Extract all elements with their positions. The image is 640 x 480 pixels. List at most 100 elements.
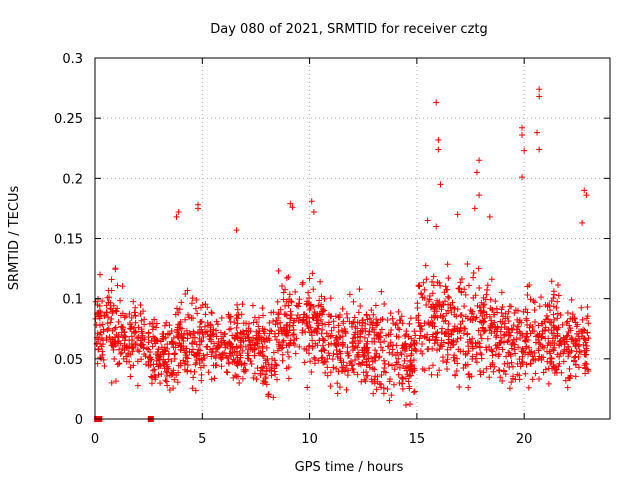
data-point — [373, 332, 380, 339]
data-point — [139, 332, 146, 339]
data-point — [363, 369, 370, 376]
data-point — [563, 319, 570, 326]
data-point — [364, 316, 371, 323]
data-point — [150, 323, 157, 330]
data-point — [302, 328, 309, 335]
data-point — [378, 381, 385, 388]
data-point — [316, 297, 323, 304]
data-point — [427, 304, 434, 311]
data-point — [527, 360, 534, 367]
data-point — [437, 282, 444, 289]
data-point — [467, 338, 474, 345]
data-point — [508, 379, 515, 386]
data-point — [499, 346, 506, 353]
data-point — [442, 283, 449, 290]
data-point — [550, 288, 557, 295]
data-point — [356, 361, 363, 368]
data-point — [96, 302, 103, 309]
data-point — [536, 340, 543, 347]
data-point — [527, 322, 534, 329]
data-point — [333, 365, 340, 372]
data-point — [529, 376, 536, 383]
data-point — [386, 378, 393, 385]
data-point — [261, 353, 268, 360]
data-point — [165, 351, 172, 358]
data-point — [417, 323, 424, 330]
data-point — [260, 336, 267, 343]
data-point — [374, 373, 381, 380]
data-point — [128, 314, 135, 321]
data-point — [118, 349, 125, 356]
data-point — [314, 342, 321, 349]
data-point — [388, 392, 395, 399]
data-point — [306, 342, 313, 349]
data-point — [437, 302, 444, 309]
data-point — [405, 333, 412, 340]
data-point — [296, 343, 303, 350]
data-point — [205, 369, 212, 376]
data-point — [130, 298, 137, 305]
data-point — [457, 327, 464, 334]
data-point — [582, 339, 589, 346]
data-point — [96, 322, 103, 329]
data-point — [173, 213, 180, 220]
data-point — [415, 282, 422, 289]
data-point — [318, 355, 325, 362]
data-point — [418, 291, 425, 298]
data-point — [536, 146, 543, 153]
data-point — [283, 274, 290, 281]
data-point — [445, 320, 452, 327]
data-point — [394, 361, 401, 368]
data-point — [253, 337, 260, 344]
data-point — [372, 354, 379, 361]
data-point — [178, 343, 185, 350]
data-point — [234, 362, 241, 369]
data-point — [448, 328, 455, 335]
data-point — [481, 315, 488, 322]
data-point — [111, 339, 118, 346]
data-point — [148, 380, 155, 387]
data-point — [512, 307, 519, 314]
data-point — [126, 342, 133, 349]
y-tick-label: 0 — [75, 413, 83, 428]
data-point — [494, 324, 501, 331]
data-point — [283, 365, 290, 372]
data-point — [566, 365, 573, 372]
data-point — [482, 296, 489, 303]
data-point — [498, 289, 505, 296]
data-point — [495, 344, 502, 351]
data-point — [127, 373, 134, 380]
data-point — [564, 384, 571, 391]
data-point — [321, 295, 328, 302]
data-point — [340, 359, 347, 366]
data-point — [398, 380, 405, 387]
data-point — [315, 322, 322, 329]
data-point — [227, 318, 234, 325]
data-point — [328, 327, 335, 334]
data-point — [299, 319, 306, 326]
data-point — [496, 367, 503, 374]
data-point — [564, 332, 571, 339]
data-point — [523, 361, 530, 368]
data-point — [451, 357, 458, 364]
data-point — [126, 337, 133, 344]
data-point — [480, 308, 487, 315]
data-point — [335, 368, 342, 375]
data-point — [222, 352, 229, 359]
data-point — [130, 362, 137, 369]
data-point — [444, 365, 451, 372]
data-point — [202, 311, 209, 318]
data-point — [308, 332, 315, 339]
data-point — [449, 304, 456, 311]
data-point — [117, 350, 124, 357]
data-point — [166, 322, 173, 329]
data-point — [103, 309, 110, 316]
data-point — [405, 378, 412, 385]
data-point — [511, 346, 518, 353]
data-point — [372, 302, 379, 309]
data-point — [567, 349, 574, 356]
data-point — [214, 342, 221, 349]
data-point — [423, 276, 430, 283]
data-point — [198, 377, 205, 384]
data-point — [480, 302, 487, 309]
